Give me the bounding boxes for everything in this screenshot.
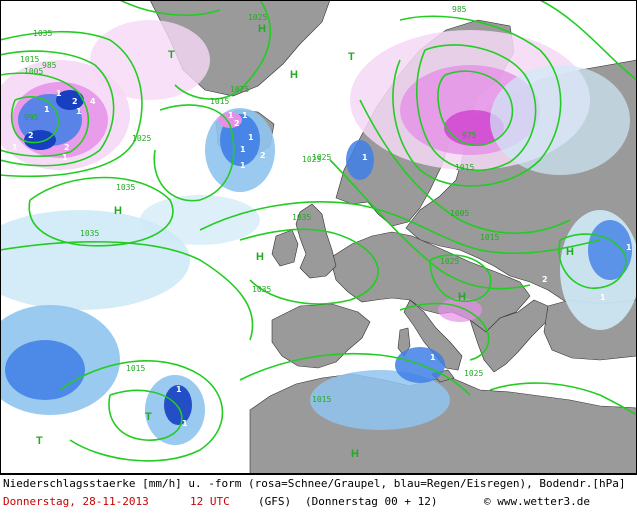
isobar-label: 985 [42,61,57,70]
model-run: (Donnerstag 00 + 12) [305,495,438,508]
precip-rate-label: 1 [242,111,248,120]
high-pressure-center: H [114,205,122,217]
isobar-label: 1015 [312,395,331,404]
isobar-label: 1035 [80,229,99,238]
isobar-label: 985 [452,5,467,14]
precip-rate-label: 1 [182,419,188,428]
isobar-label-layer: 1035 1025 1015 1005 995 985 1035 1025 10… [20,5,499,404]
precip-rate-label: 1 [240,161,246,170]
precip-rate-label: 1 [240,145,246,154]
isobar-label: 1025 [248,13,267,22]
high-pressure-center: H [290,69,298,81]
low-pressure-center: T [145,411,152,423]
precip-rate-label: 1 [56,89,62,98]
forecast-date: Donnerstag, 28-11-2013 [3,495,149,508]
precip-rate-label: 1 [362,153,368,162]
forecast-time: 12 UTC [190,495,230,508]
isobar-label: 1025 [464,369,483,378]
isobar-label: 1015 [210,97,229,106]
precipitation-layer [0,20,637,445]
precip-rate-label: 1 [76,107,82,116]
isobar-label: 1025 [132,134,151,143]
caption-bar: Niederschlagsstaerke [mm/h] u. -form (ro… [0,474,637,514]
isobar-label: 1015 [20,55,39,64]
isobar-label: 1005 [450,209,469,218]
isobar-layer [0,0,637,462]
precip-rate-label: 1 [228,111,234,120]
low-pressure-center: T [36,435,43,447]
isobar-label: 1025 [302,155,321,164]
low-pressure-center: T [348,51,355,63]
high-pressure-center: H [258,23,266,35]
precip-rate-label: 2 [260,151,266,160]
isobar-label: 1025 [312,153,331,162]
precip-rate-label: 1 [626,243,632,252]
isobar-label: 1005 [24,67,43,76]
italy-landmass [403,299,463,371]
isobar-label: 1035 [116,183,135,192]
precip-rate-label: 2 [72,97,78,106]
precip-rate-label: 1 [176,385,182,394]
balkans-landmass [469,299,549,373]
isobar-label: 1035 [292,213,311,222]
isobar-label: 1025 [440,257,459,266]
high-pressure-center: H [566,246,574,258]
precip-rate-label: 4 [90,97,96,106]
source-credit: © www.wetter3.de [484,495,590,508]
low-pressure-center: T [168,49,175,61]
isobar-label: 1015 [126,364,145,373]
precip-rate-label: 1 [600,293,606,302]
high-pressure-center: H [458,291,466,303]
isobar-label: 1025 [230,85,249,94]
precip-rate-label: 2 [542,275,548,284]
rate-label-layer: 1 2 4 1 2 1 2 1 1 1 2 1 1 1 1 2 1 1 1 1 … [12,89,632,428]
precip-rate-label: 2 [234,119,240,128]
isobar-label: 975 [462,131,477,140]
precip-rate-label: 2 [64,143,70,152]
precip-rate-label: 1 [44,105,50,114]
precip-rate-label: 2 [28,131,34,140]
precip-rate-label: 1 [12,143,18,152]
isobar-label: 1035 [252,285,271,294]
isobar-label: 995 [24,113,39,122]
high-pressure-center: H [351,448,359,460]
isobar-label: 1015 [480,233,499,242]
precip-rate-label: 1 [248,133,254,142]
precip-rate-label: 1 [62,153,68,162]
great-britain-landmass [295,203,337,279]
legend-text: Niederschlagsstaerke [mm/h] u. -form (ro… [3,477,626,490]
map-panel: 1035 1025 1015 1005 995 985 1035 1025 10… [0,0,637,474]
pressure-center-layer: H H H H H H H T T T T [36,23,574,460]
model-name: (GFS) [258,495,292,508]
precip-rate-label: 1 [430,353,436,362]
high-pressure-center: H [256,251,264,263]
isobar-label: 1015 [455,163,474,172]
isobar-label: 1035 [33,29,52,38]
